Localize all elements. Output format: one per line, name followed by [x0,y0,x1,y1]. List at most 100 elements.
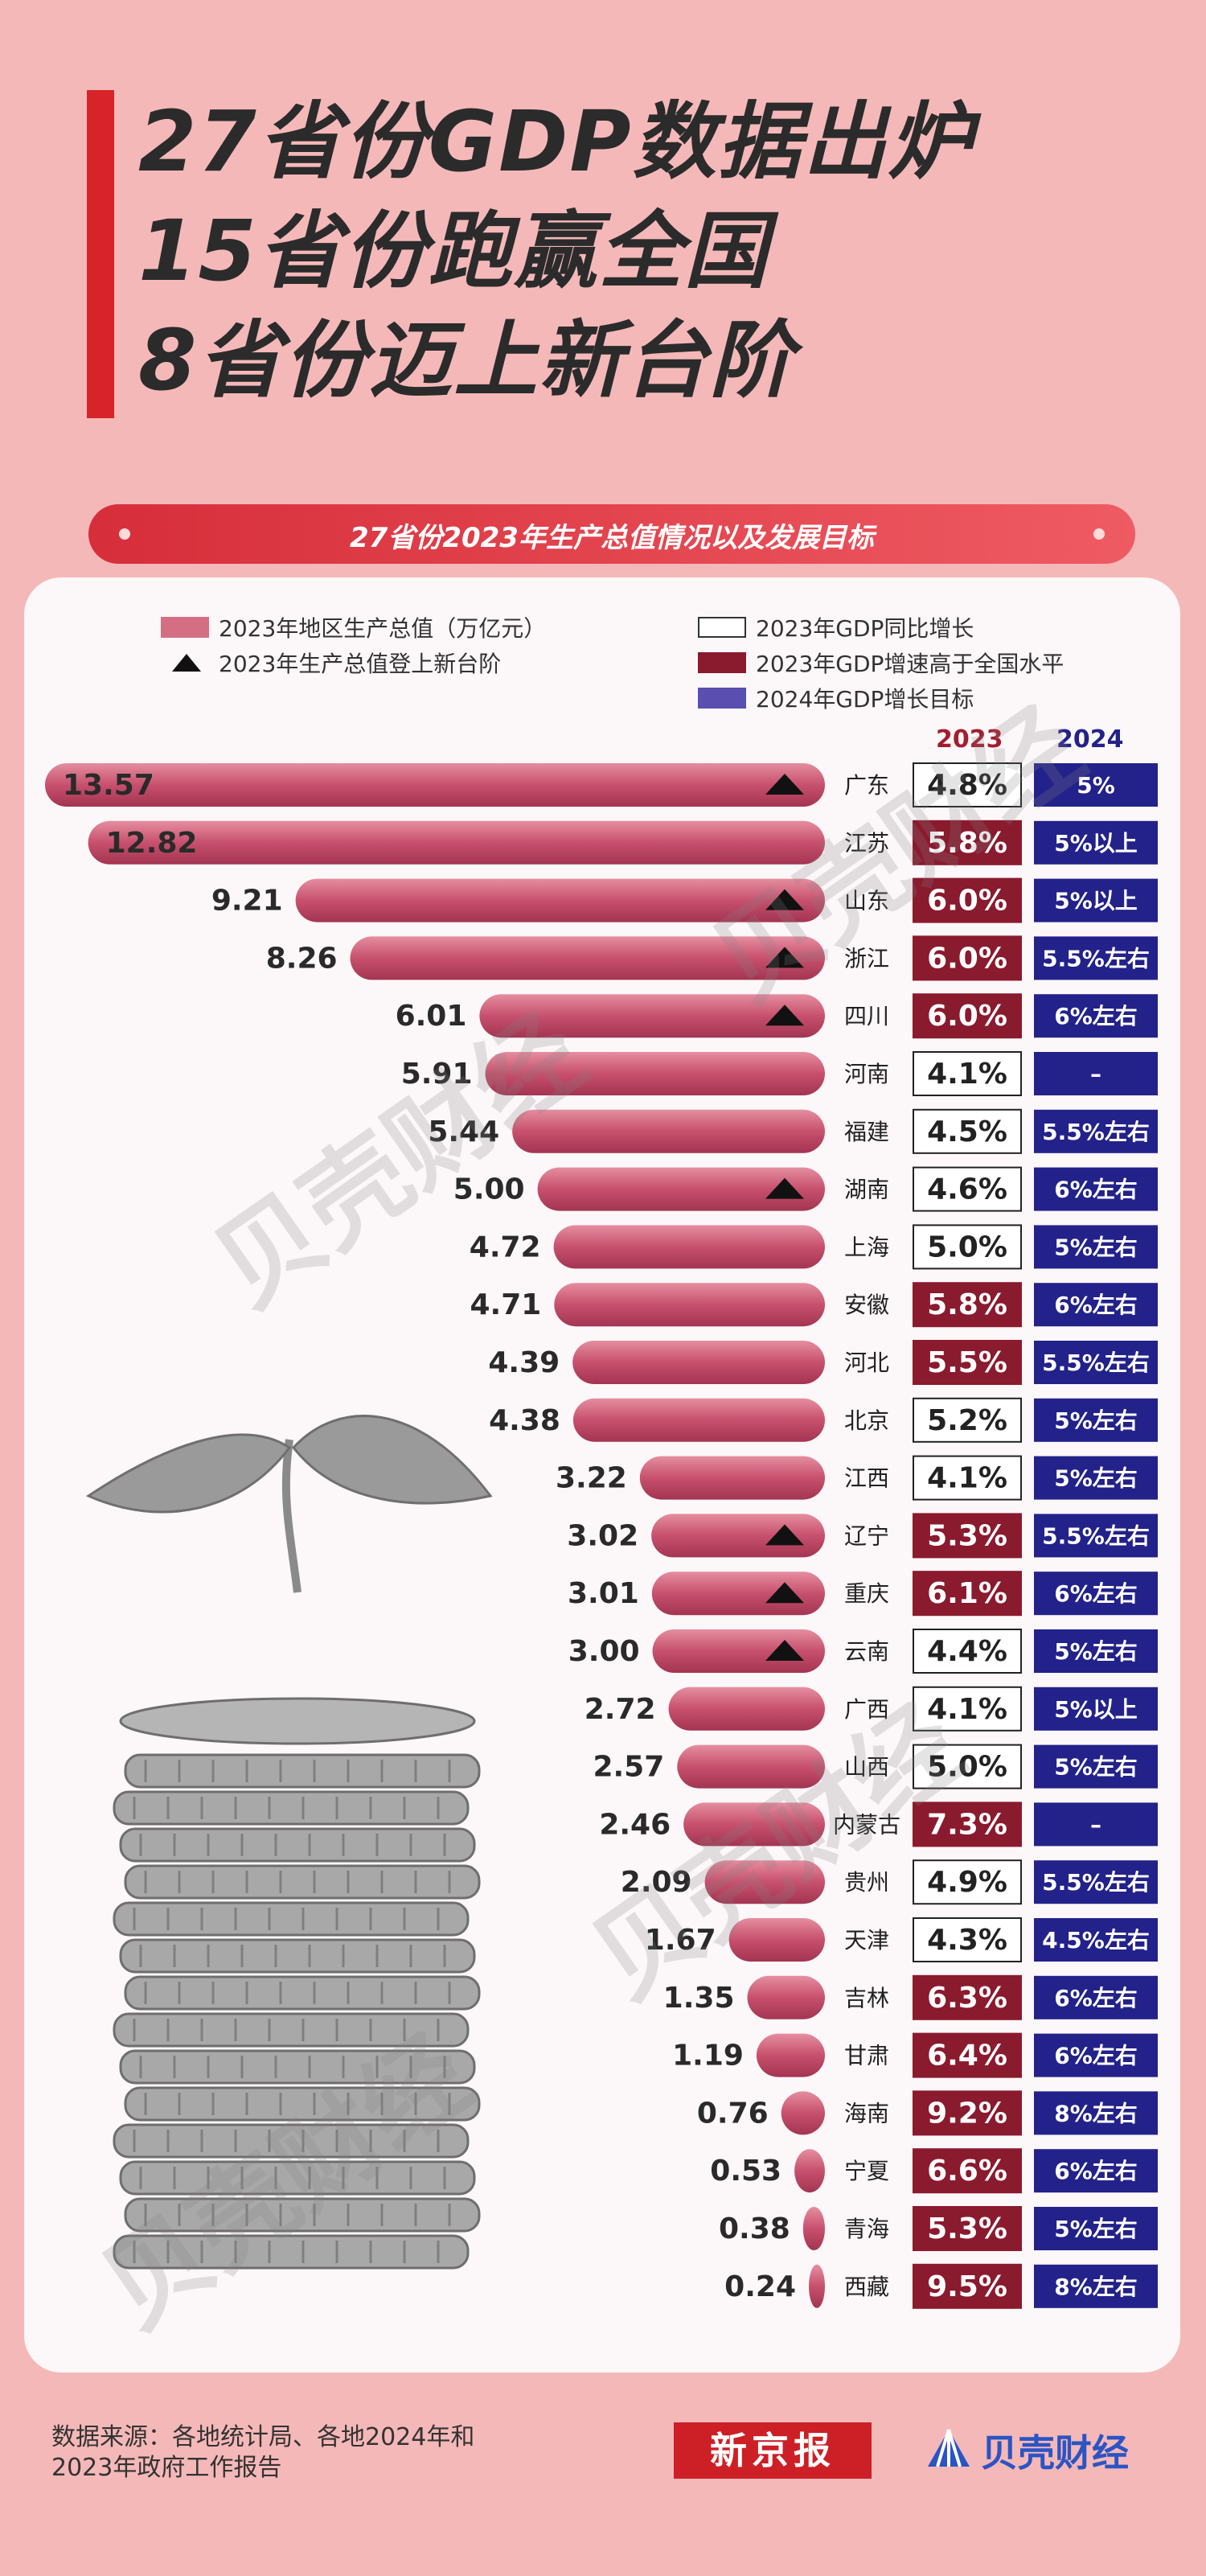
gdp-bar [683,1802,825,1847]
target-2024-box [1034,1341,1158,1384]
gdp-bar [704,1860,825,1904]
sprout-coins-illustration [85,1415,493,1593]
shell-icon [928,2429,970,2467]
gdp-value-label: 8.26 [266,942,338,975]
growth-2023-box [913,1629,1022,1674]
target-2024-box [1034,2033,1158,2077]
province-label: 甘肃 [844,2043,889,2069]
target-2024-box [1034,936,1158,980]
target-2024-label: 5% [1077,772,1115,799]
gdp-value-label: 5.00 [453,1173,525,1206]
target-2024-label: 5%左右 [1054,1407,1138,1434]
gdp-bar [802,2207,825,2250]
province-label: 四川 [844,1003,889,1029]
target-2024-box [1034,820,1158,865]
gdp-value-label: 2.57 [593,1751,664,1784]
banner-title: 27省份2023年生产总值情况以及发展目标 [350,522,874,554]
province-label: 宁夏 [844,2158,889,2184]
target-2024-label: – [1090,1811,1101,1838]
target-2024-box [1034,1687,1158,1731]
gdp-bar [554,1283,825,1327]
target-2024-box [1034,1514,1158,1558]
growth-2023-box [913,1686,1022,1732]
title-line-2: 15省份跑赢全国 [138,202,769,300]
province-label: 天津 [844,1927,889,1954]
growth-2023-box [913,2263,1022,2309]
target-2024-box [1034,878,1158,922]
gdp-bar [295,878,825,922]
growth-2023-label: 5.0% [927,1751,1007,1784]
title-line-1: 27省份GDP数据出炉 [138,92,974,191]
growth-2023-box [913,993,1022,1039]
growth-2023-label: 4.3% [927,1924,1007,1957]
growth-2023-box [913,1917,1022,1962]
province-label: 辽宁 [844,1522,889,1549]
growth-2023-label: 5.5% [927,1346,1007,1379]
gdp-bar [651,1571,825,1616]
growth-2023-box [913,762,1022,807]
target-2024-label: 5.5%左右 [1042,1522,1150,1549]
province-label: 浙江 [844,945,889,972]
legend-growth-swatch [698,617,746,638]
legend-growth-label: 2023年GDP同比增长 [756,615,974,642]
legend-growth-above-label: 2023年GDP增速高于全国水平 [756,651,1064,677]
gdp-bar [756,2033,825,2077]
legend-gdp-label: 2023年地区生产总值（万亿元） [219,615,547,642]
gdp-bar [651,1514,825,1558]
province-label: 内蒙古 [833,1811,900,1838]
new-step-triangle-icon [765,1640,804,1661]
gdp-bar [485,1052,825,1095]
target-2024-box [1034,1860,1158,1904]
gdp-value-label: 2.46 [599,1808,671,1841]
growth-2023-label: 6.0% [927,942,1007,975]
growth-2023-box [913,1224,1022,1270]
title-line-3: 8省份迈上新台阶 [138,311,795,409]
growth-2023-label: 6.1% [927,1577,1007,1610]
growth-2023-label: 5.0% [927,1230,1007,1263]
gdp-bar [794,2149,825,2193]
growth-2023-label: 5.3% [927,1519,1007,1552]
target-2024-box [1034,994,1158,1038]
province-label: 贵州 [844,1869,889,1896]
legend-triangle-icon [172,654,201,672]
target-2024-label: 5%左右 [1054,1465,1138,1492]
target-2024-label: 5%左右 [1054,1754,1138,1781]
province-label: 上海 [844,1234,889,1260]
growth-2023-box [913,1166,1022,1212]
target-2024-label: 6%左右 [1054,1177,1138,1203]
growth-2023-label: 9.5% [927,2270,1007,2303]
growth-2023-box [913,1802,1022,1847]
gdp-value-label: 2.09 [621,1866,692,1899]
target-2024-label: 5%以上 [1054,888,1138,914]
target-2024-box [1034,1052,1158,1095]
province-label: 北京 [844,1407,889,1434]
growth-2023-box [913,1455,1022,1501]
growth-2023-box [913,1282,1022,1328]
legend-growth: 2023年GDP同比增长 [698,611,974,643]
growth-2023-label: 6.0% [927,1000,1007,1033]
gdp-value-label: 5.91 [401,1058,473,1091]
province-label: 云南 [844,1638,889,1665]
legend-target: 2024年GDP增长目标 [698,682,974,714]
growth-2023-label: 6.3% [927,1982,1007,2015]
gdp-value-label: 0.53 [710,2155,781,2188]
province-label: 安徽 [844,1292,889,1318]
province-label: 山西 [844,1754,889,1781]
target-2024-label: 5%以上 [1054,830,1138,857]
target-2024-label: 6%左右 [1054,2158,1138,2184]
target-2024-box [1034,1456,1158,1500]
gdp-value-label: 3.01 [568,1577,639,1610]
coin-stack [113,1697,481,2270]
gdp-value-label: 0.76 [697,2097,769,2130]
province-label: 山东 [844,888,889,914]
growth-2023-label: 5.3% [927,2212,1007,2245]
chart-banner: 27省份2023年生产总值情况以及发展目标 [88,504,1135,564]
gdp-bar [350,936,826,980]
new-step-triangle-icon [765,774,804,795]
gdp-value-label: 3.22 [556,1462,627,1495]
growth-2023-box [913,2206,1022,2251]
gdp-bar [512,1109,825,1153]
target-2024-box [1034,1225,1158,1269]
growth-2023-box [913,820,1022,865]
province-label: 河南 [844,1061,889,1087]
